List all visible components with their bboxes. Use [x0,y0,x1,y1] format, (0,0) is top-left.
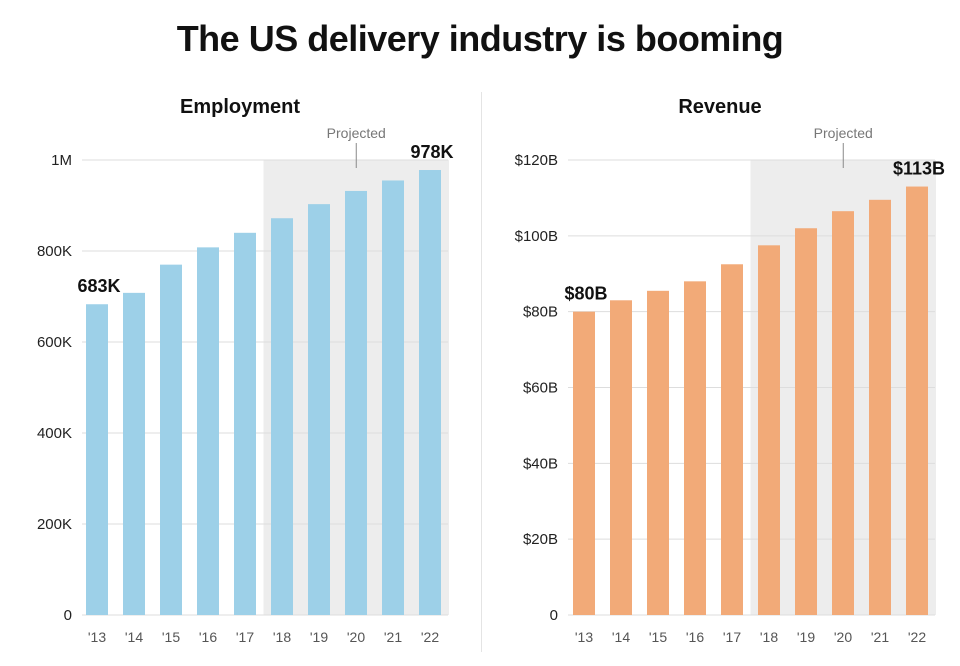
x-tick-label: '17 [236,629,254,645]
data-label: $80B [564,284,607,304]
bar [382,180,404,615]
bar [308,204,330,615]
bar [832,211,854,615]
x-tick-label: '19 [310,629,328,645]
y-tick-label: $20B [523,531,558,548]
y-tick-label: 200K [37,516,72,533]
bar [721,264,743,615]
bar [419,170,441,615]
y-tick-label: $60B [523,380,558,397]
x-tick-label: '21 [384,629,402,645]
y-tick-label: 600K [37,334,72,351]
x-tick-label: '17 [723,629,741,645]
bar [197,247,219,616]
data-label: 683K [77,276,120,296]
projected-label: Projected [814,125,873,141]
bar [345,190,367,615]
bar [647,290,669,615]
x-tick-label: '18 [273,629,291,645]
bar [86,304,108,615]
bar [573,311,595,615]
bar [234,232,256,616]
x-tick-label: '15 [649,629,667,645]
x-tick-label: '22 [908,629,926,645]
bar [123,292,145,615]
bar [906,186,928,615]
x-tick-label: '16 [686,629,704,645]
x-tick-label: '13 [88,629,106,645]
y-tick-label: 800K [37,243,72,260]
bar [869,199,891,615]
y-tick-label: 1M [51,152,72,169]
bar [160,264,182,615]
bar [610,300,632,615]
x-tick-label: '14 [612,629,630,645]
x-tick-label: '13 [575,629,593,645]
y-tick-label: 0 [550,607,558,624]
panel-divider [481,92,482,652]
bar [684,281,706,615]
bar [795,228,817,615]
page-title: The US delivery industry is booming [176,18,784,59]
x-tick-label: '20 [834,629,852,645]
data-label: $113B [893,159,945,179]
x-tick-label: '18 [760,629,778,645]
projected-label: Projected [327,125,386,141]
chart-title: Revenue [678,96,761,118]
x-tick-label: '16 [199,629,217,645]
bar [758,245,780,615]
y-tick-label: 0 [64,607,72,624]
bar [271,218,293,616]
y-tick-label: $100B [515,228,558,245]
data-label: 978K [410,142,453,162]
y-tick-label: $120B [515,152,558,169]
y-tick-label: $80B [523,304,558,321]
x-tick-label: '19 [797,629,815,645]
y-tick-label: 400K [37,425,72,442]
chart-title: Employment [180,96,300,118]
x-tick-label: '14 [125,629,143,645]
y-tick-label: $40B [523,455,558,472]
x-tick-label: '15 [162,629,180,645]
x-tick-label: '22 [421,629,439,645]
x-tick-label: '21 [871,629,889,645]
x-tick-label: '20 [347,629,365,645]
